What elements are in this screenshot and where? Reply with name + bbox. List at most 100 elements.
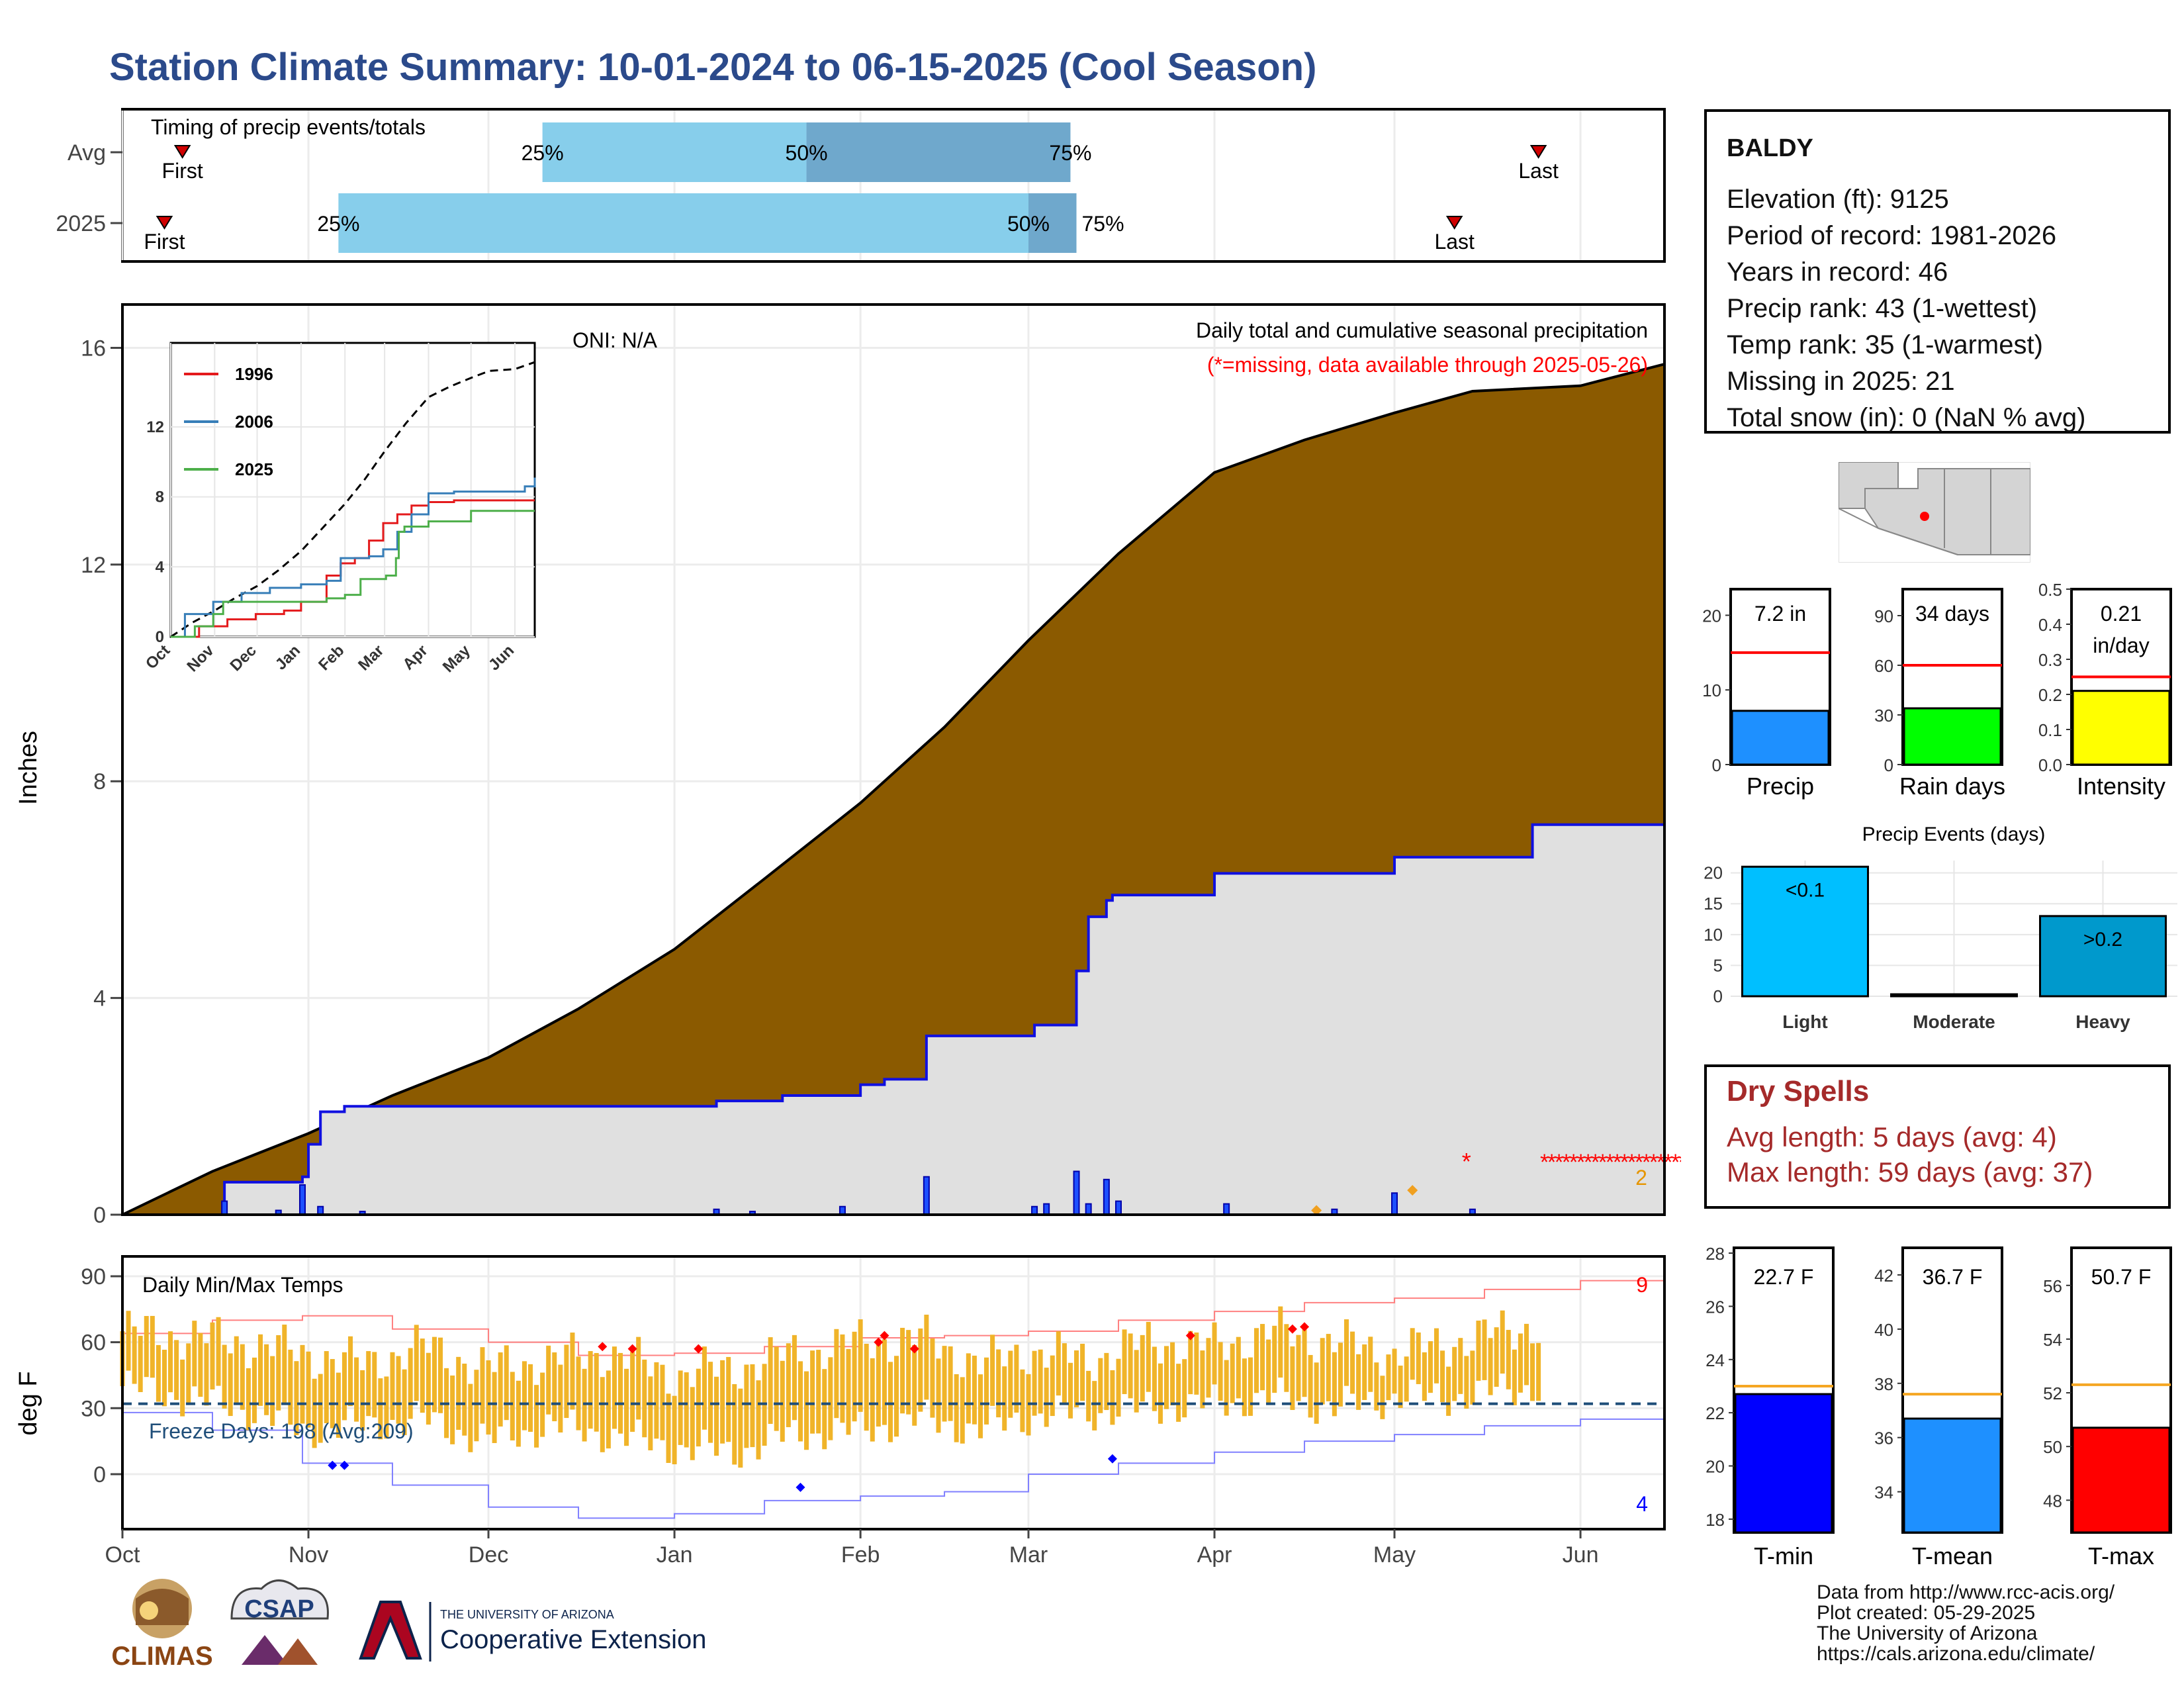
tempbar-value-bar [1903,1417,2002,1534]
daily-temp-bar [324,1351,329,1423]
daily-temp-bar [546,1345,551,1415]
daily-temp-bar [624,1368,629,1446]
daily-temp-bar [774,1346,779,1431]
daily-temp-bar [720,1360,725,1444]
daily-temp-bar [1116,1358,1121,1417]
logos: CLIMAS CSAP THE UNIVERSITY OF ARIZONA Co… [99,1572,735,1678]
daily-temp-bar [1470,1350,1475,1405]
daily-temp-bar [1080,1343,1085,1401]
daily-temp-bar [450,1375,455,1444]
tempbar-value-label: 50.7 F [2091,1265,2152,1289]
daily-temp-bar [1326,1334,1331,1401]
daily-temp-bar [1404,1356,1409,1402]
daily-precip-bar [923,1176,930,1216]
missing-marker: * [1576,1150,1585,1175]
freeze-days-label: Freeze Days: 198 (Avg:209) [149,1419,414,1443]
daily-temp-bar [672,1395,677,1465]
record-high-marker [627,1344,637,1354]
sidebar-ytick-label: 0.4 [2038,615,2062,635]
station-precip-rank: Precip rank: 43 (1-wettest) [1727,294,2038,323]
missing-marker: * [1613,1150,1621,1175]
daily-temp-bar [414,1325,419,1401]
daily-temp-bar [1494,1327,1499,1387]
inset-ytick-label: 8 [156,489,164,506]
daily-temp-bar [300,1344,305,1424]
daily-temp-bar [1248,1357,1253,1416]
daily-temp-bar [1056,1331,1061,1396]
daily-temp-bar [642,1359,647,1438]
sidebar-value-label: in/day [2093,633,2149,657]
daily-temp-bar [438,1337,443,1413]
daily-temp-bar [792,1335,797,1421]
tempbar-ytick-label: 28 [1706,1244,1725,1264]
daily-temp-bar [936,1358,941,1433]
daily-temp-bar [1218,1342,1223,1401]
tempbar-value-label: 22.7 F [1754,1265,1814,1289]
daily-temp-bar [828,1357,833,1440]
daily-temp-bar [1152,1346,1157,1411]
daily-temp-bar [276,1335,281,1411]
temp-bg [122,1256,1664,1529]
station-snow: Total snow (in): 0 (NaN % avg) [1727,403,2086,432]
source-line: Data from http://www.rcc-acis.org/ [1817,1581,2115,1603]
daily-temp-bar [1200,1350,1205,1409]
daily-temp-bar [270,1356,275,1427]
record-high-marker [1300,1322,1310,1332]
daily-temp-bar [480,1347,485,1424]
daily-temp-bar [1176,1364,1181,1422]
events-ytick-label: 20 [1704,863,1723,883]
daily-temp-bar [1380,1376,1385,1419]
ua-small-text: THE UNIVERSITY OF ARIZONA [440,1608,614,1621]
daily-temp-bar [1224,1360,1229,1416]
tempbar-ytick-label: 34 [1874,1483,1893,1503]
precip-ytick-label: 4 [93,986,106,1011]
tempbar-ytick-label: 40 [1874,1320,1893,1340]
tempbar-label: T-max [2088,1542,2154,1570]
temp-title: Daily Min/Max Temps [142,1273,343,1297]
events-ytick-label: 5 [1713,955,1723,975]
daily-temp-bar [942,1346,947,1422]
daily-temp-bar [336,1372,341,1438]
daily-temp-bar [150,1315,155,1378]
daily-temp-bar [264,1344,269,1415]
timing-p50-label: 50% [786,141,828,165]
daily-temp-bar [1512,1349,1517,1405]
month-label: Feb [841,1542,880,1568]
timing-p25-label: 25% [317,212,359,236]
daily-temp-bar [426,1352,431,1425]
daily-temp-bar [492,1372,497,1443]
daily-temp-bar [840,1334,845,1423]
daily-temp-bar [1392,1348,1397,1394]
daily-temp-bar [1416,1332,1421,1384]
daily-temp-bar [348,1336,353,1407]
daily-precip-bar [1223,1203,1230,1216]
daily-temp-bar [240,1344,245,1410]
daily-temp-bar [1104,1352,1109,1411]
month-label: Dec [469,1542,508,1568]
missing-count: 2 [1635,1166,1647,1190]
daily-temp-bar [996,1349,1001,1418]
daily-temp-bar [834,1329,839,1419]
daily-temp-bar [1338,1342,1343,1407]
sidebar-ytick-label: 0.1 [2038,720,2062,740]
oni-label: ONI: N/A [572,328,658,352]
missing-marker: * [1462,1148,1471,1175]
station-temp-rank: Temp rank: 35 (1-warmest) [1727,330,2043,359]
dry-spells-title: Dry Spells [1727,1075,1870,1107]
temp-ytick-label: 90 [81,1264,106,1289]
daily-temp-bar [516,1380,521,1447]
timing-last-label: Last [1518,159,1559,183]
events-ytick-label: 10 [1704,925,1723,945]
precip-panel: 0481216**********************2InchesONI:… [15,303,1681,1228]
sidebar-ytick-label: 30 [1874,706,1893,726]
daily-temp-bar [1212,1322,1217,1385]
daily-temp-bar [702,1346,707,1430]
daily-temp-bar [1296,1335,1301,1401]
daily-temp-bar [534,1385,539,1448]
daily-temp-bar [738,1388,743,1468]
daily-temp-bar [1164,1346,1169,1409]
missing-marker: * [1584,1150,1592,1175]
tempbar-ytick-label: 22 [1706,1403,1725,1423]
missing-marker: * [1649,1150,1658,1175]
tempbar-ytick-label: 18 [1706,1510,1725,1530]
